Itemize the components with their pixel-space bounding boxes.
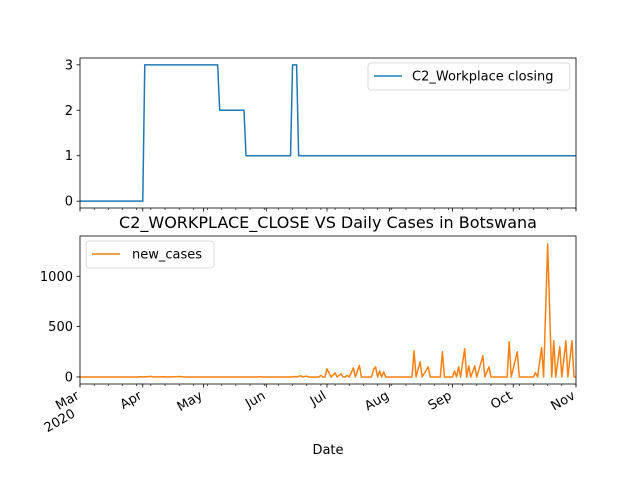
bottom-legend-label: new_cases [132,248,202,263]
top-legend: C2_Workplace closing [367,62,571,91]
y-tick-label: 3 [65,58,73,73]
workplace-closing-panel: 0 1 2 3 C2_Workplace closing [65,57,577,212]
bottom-plot-frame [79,235,577,385]
x-tick-label: Jul [307,388,329,409]
y-tick-label: 2 [65,104,73,119]
y-tick-label: 0 [65,195,73,210]
bottom-legend: new_cases [85,240,215,269]
top-legend-label: C2_Workplace closing [412,70,553,85]
top-plot-frame [79,57,577,209]
bottom-legend-box [85,240,215,269]
y-tick-label: 0 [65,370,73,385]
series-line-new-cases [80,243,576,378]
y-tick-label: 500 [48,320,73,335]
top-legend-box [367,62,571,91]
x-axis-label: Date [312,443,343,458]
series-line-c2-workplace-closing [80,64,576,202]
y-tick-label: 1000 [40,270,73,285]
y-tick-label: 1 [65,149,73,164]
chart-title: C2_WORKPLACE_CLOSE VS Daily Cases in Bot… [119,213,537,233]
